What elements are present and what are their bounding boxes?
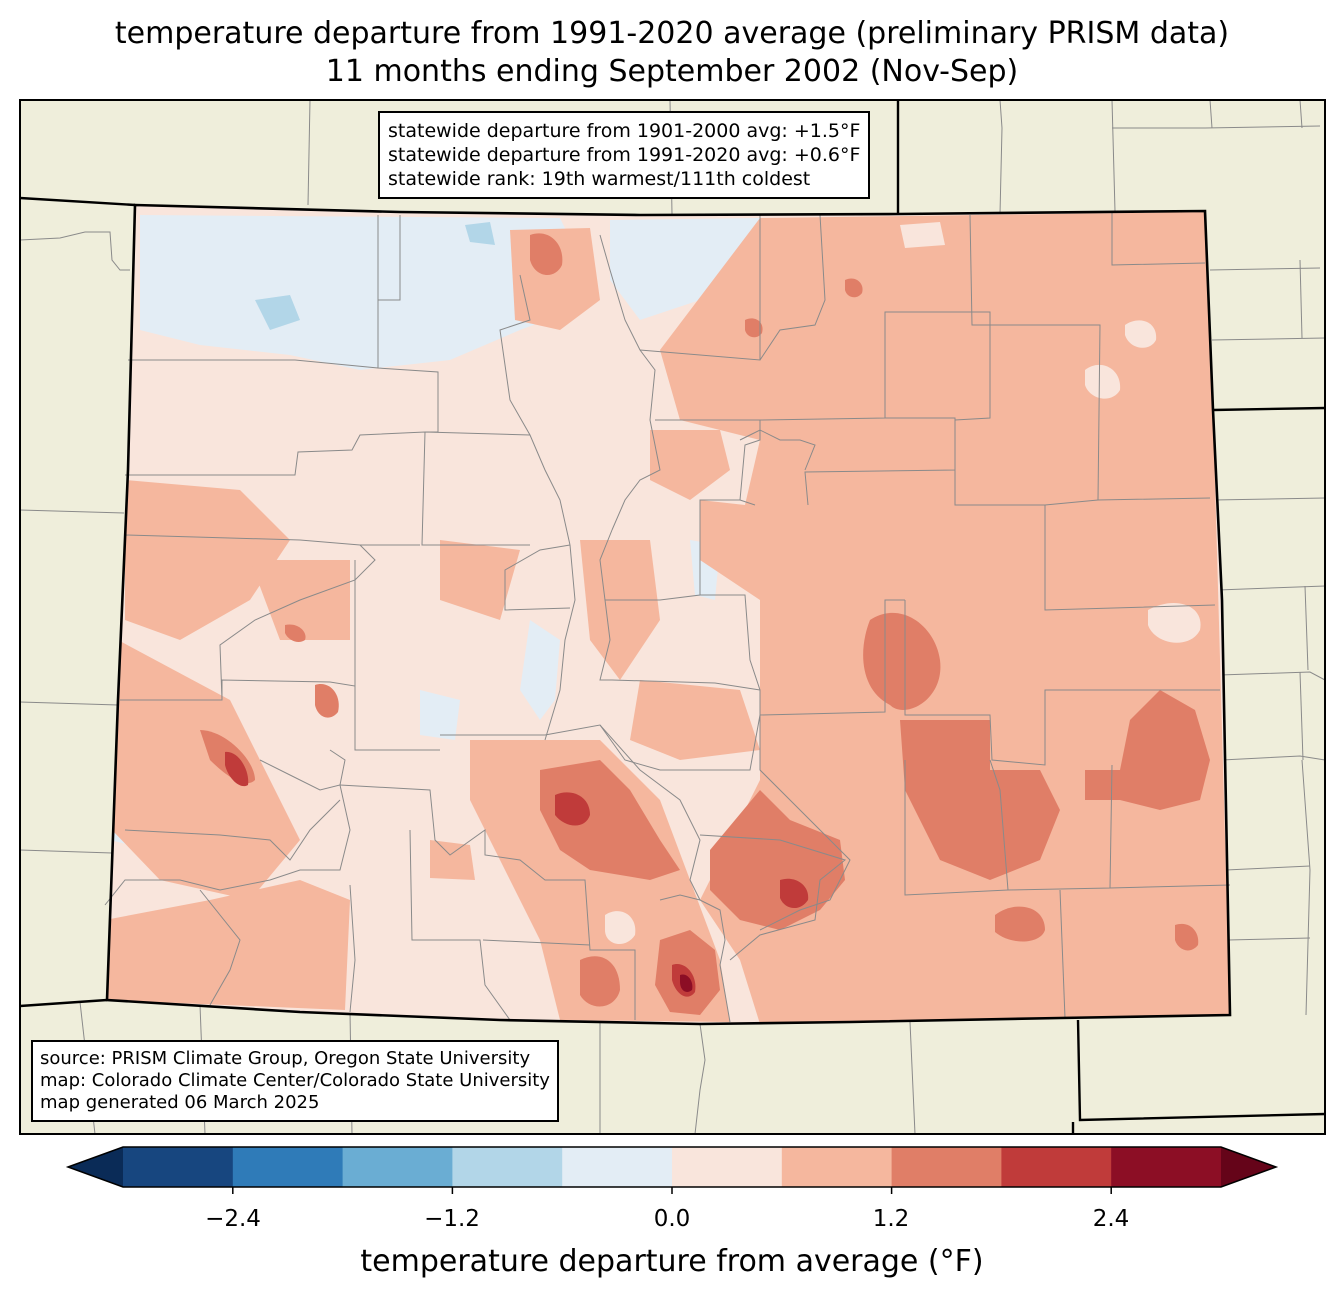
contour-region [530,233,563,276]
contour-region [1085,364,1121,399]
contour-region [710,790,845,930]
colorbar-swatch [1001,1147,1112,1187]
contour-region [900,222,945,248]
stats-departure-1991-2020: statewide departure from 1991-2020 avg: … [388,144,861,166]
contour-region [225,751,249,787]
contour-region [680,974,693,993]
contour-region [580,956,620,1007]
colorbar-swatch [672,1147,783,1187]
colorado-state-border [105,203,1232,1026]
contour-region [900,720,1060,880]
contour-region [440,540,520,620]
map-title-line2: 11 months ending September 2002 (Nov-Sep… [325,54,1019,89]
contour-region [1148,602,1201,643]
colorbar-swatch [1111,1147,1222,1187]
credits-map: map: Colorado Climate Center/Colorado St… [40,1070,550,1091]
contour-region [610,218,760,320]
colorbar-swatch [452,1147,563,1187]
contour-region [605,911,636,945]
contour-region [630,680,760,760]
contour-region [1085,690,1210,810]
contour-region [112,640,300,900]
stats-rank: statewide rank: 19th warmest/111th colde… [388,168,811,190]
colorbar-outline [65,1146,1279,1188]
contour-region [660,212,1230,1024]
credits-generated: map generated 06 March 2025 [40,1092,320,1113]
colorbar-tick-label: −1.2 [424,1206,480,1232]
statewide-stats-box: statewide departure from 1901-2000 avg: … [378,111,871,199]
contour-region [845,278,863,298]
colorbar-tick-label: 1.2 [872,1206,910,1232]
colorbar-swatch [781,1147,893,1187]
contour-region [1175,923,1199,951]
contour-region [107,880,350,1010]
contour-region [863,612,941,710]
credits-source: source: PRISM Climate Group, Oregon Stat… [40,1048,531,1069]
contour-region [430,840,475,880]
credits-box: source: PRISM Climate Group, Oregon Stat… [31,1040,559,1122]
contour-region [520,620,560,720]
contour-region [540,760,680,880]
colorbar-swatch [562,1147,673,1187]
contour-region [650,430,730,500]
contour-region [140,215,600,370]
contour-region [745,318,763,338]
colorbar-swatch [123,1147,234,1187]
contour-region [285,624,306,643]
colorado-county-lines [104,211,1231,1023]
colorbar-swatch [891,1147,1002,1187]
contour-region [995,906,1045,942]
contour-region [780,878,809,909]
stats-departure-1901-2000: statewide departure from 1901-2000 avg: … [388,120,861,142]
colorbar-swatch [342,1147,453,1187]
temperature-contour-field [107,205,1230,1024]
contour-region [420,690,460,740]
colorbar [65,1146,1279,1194]
map-frame [19,99,1326,1135]
colorbar-over-arrow [1221,1147,1276,1187]
colorbar-label: temperature departure from average (°F) [360,1244,984,1279]
colorbar-tick-label: 2.4 [1092,1206,1130,1232]
colorbar-under-arrow [68,1147,123,1187]
contour-region [465,222,495,245]
contour-region [315,684,339,718]
neighbor-state-borders [20,100,1325,1134]
map-title-line1: temperature departure from 1991-2020 ave… [114,16,1230,51]
colorbar-swatch [232,1147,344,1187]
contour-region [555,792,590,826]
contour-region [1125,320,1157,348]
colorbar-tick-label: 0.0 [653,1206,691,1232]
contour-region [255,295,300,330]
contour-region [580,540,660,680]
colorbar-tick-label: −2.4 [205,1206,261,1232]
contour-region [125,480,290,640]
